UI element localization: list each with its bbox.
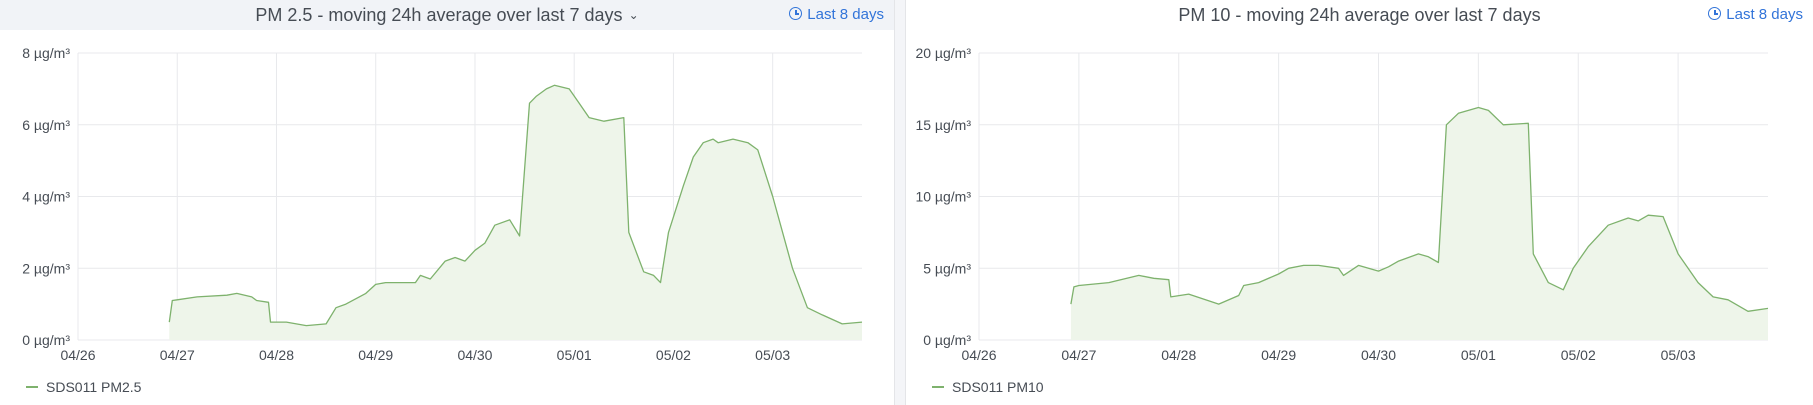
panel-title-text[interactable]: PM 10 - moving 24h average over last 7 d… [1178, 5, 1541, 25]
clock-icon [1708, 7, 1722, 20]
series-area [1070, 107, 1768, 340]
series-area [169, 85, 863, 340]
clock-icon [789, 7, 803, 20]
y-tick-label: 0 µg/m³ [22, 332, 70, 348]
legend-item-pm10[interactable]: SDS011 PM10 [932, 379, 1044, 395]
x-tick-label: 04/28 [259, 347, 294, 363]
legend-item-pm25[interactable]: SDS011 PM2.5 [26, 379, 141, 395]
x-tick-label: 05/03 [755, 347, 790, 363]
time-range-picker[interactable]: Last 8 days [789, 6, 884, 23]
x-tick-label: 04/29 [358, 347, 393, 363]
pm10-chart: 0 µg/m³ 5 µg/m³ 10 µg/m³ 15 µg/m³ 20 µg/m³ 04… [915, 45, 1769, 363]
panel-title[interactable]: PM 2.5 - moving 24h average over last 7 … [0, 5, 894, 26]
panel-header[interactable]: PM 2.5 - moving 24h average over last 7 … [0, 0, 894, 30]
y-tick-label: 4 µg/m³ [22, 189, 70, 205]
series-line [1070, 106, 1769, 312]
legend-swatch [26, 386, 38, 388]
panel-title-text[interactable]: PM 2.5 - moving 24h average over last 7 … [255, 5, 623, 25]
panel-gutter [894, 0, 906, 405]
x-tick-label: 05/01 [557, 347, 592, 363]
panel-pm25: PM 2.5 - moving 24h average over last 7 … [0, 0, 894, 405]
x-tick-label: 05/03 [1661, 347, 1696, 363]
chevron-down-icon[interactable]: ⌄ [628, 8, 639, 22]
y-tick-label: 15 µg/m³ [915, 117, 971, 133]
y-tick-label: 5 µg/m³ [923, 260, 971, 276]
time-range-label[interactable]: Last 8 days [1726, 6, 1803, 23]
time-range-picker[interactable]: Last 8 days [1708, 6, 1803, 23]
y-tick-label: 10 µg/m³ [915, 189, 971, 205]
panel-pm10: PM 10 - moving 24h average over last 7 d… [906, 0, 1813, 405]
x-tick-label: 04/30 [1361, 347, 1396, 363]
legend-swatch [932, 386, 944, 388]
time-range-label[interactable]: Last 8 days [807, 6, 884, 23]
y-tick-label: 8 µg/m³ [22, 45, 70, 61]
y-tick-label: 6 µg/m³ [22, 117, 70, 133]
y-tick-label: 20 µg/m³ [915, 45, 971, 61]
series-line [168, 84, 863, 327]
legend-label[interactable]: SDS011 PM10 [952, 379, 1044, 395]
x-tick-label: 04/29 [1261, 347, 1296, 363]
x-tick-label: 04/26 [961, 347, 996, 363]
x-tick-label: 04/28 [1161, 347, 1196, 363]
x-tick-label: 04/30 [457, 347, 492, 363]
y-tick-label: 0 µg/m³ [923, 332, 971, 348]
panel-title[interactable]: PM 10 - moving 24h average over last 7 d… [906, 5, 1813, 26]
x-tick-label: 04/26 [60, 347, 95, 363]
x-tick-label: 05/01 [1461, 347, 1496, 363]
y-tick-label: 2 µg/m³ [22, 260, 70, 276]
x-tick-label: 04/27 [160, 347, 195, 363]
x-tick-label: 05/02 [1561, 347, 1596, 363]
panel-header[interactable]: PM 10 - moving 24h average over last 7 d… [906, 0, 1813, 30]
pm25-chart: 0 µg/m³ 2 µg/m³ 4 µg/m³ 6 µg/m³ 8 µg/m³ 04/26… [22, 45, 863, 363]
x-tick-label: 04/27 [1061, 347, 1096, 363]
legend-label[interactable]: SDS011 PM2.5 [46, 379, 142, 395]
x-tick-label: 05/02 [656, 347, 691, 363]
